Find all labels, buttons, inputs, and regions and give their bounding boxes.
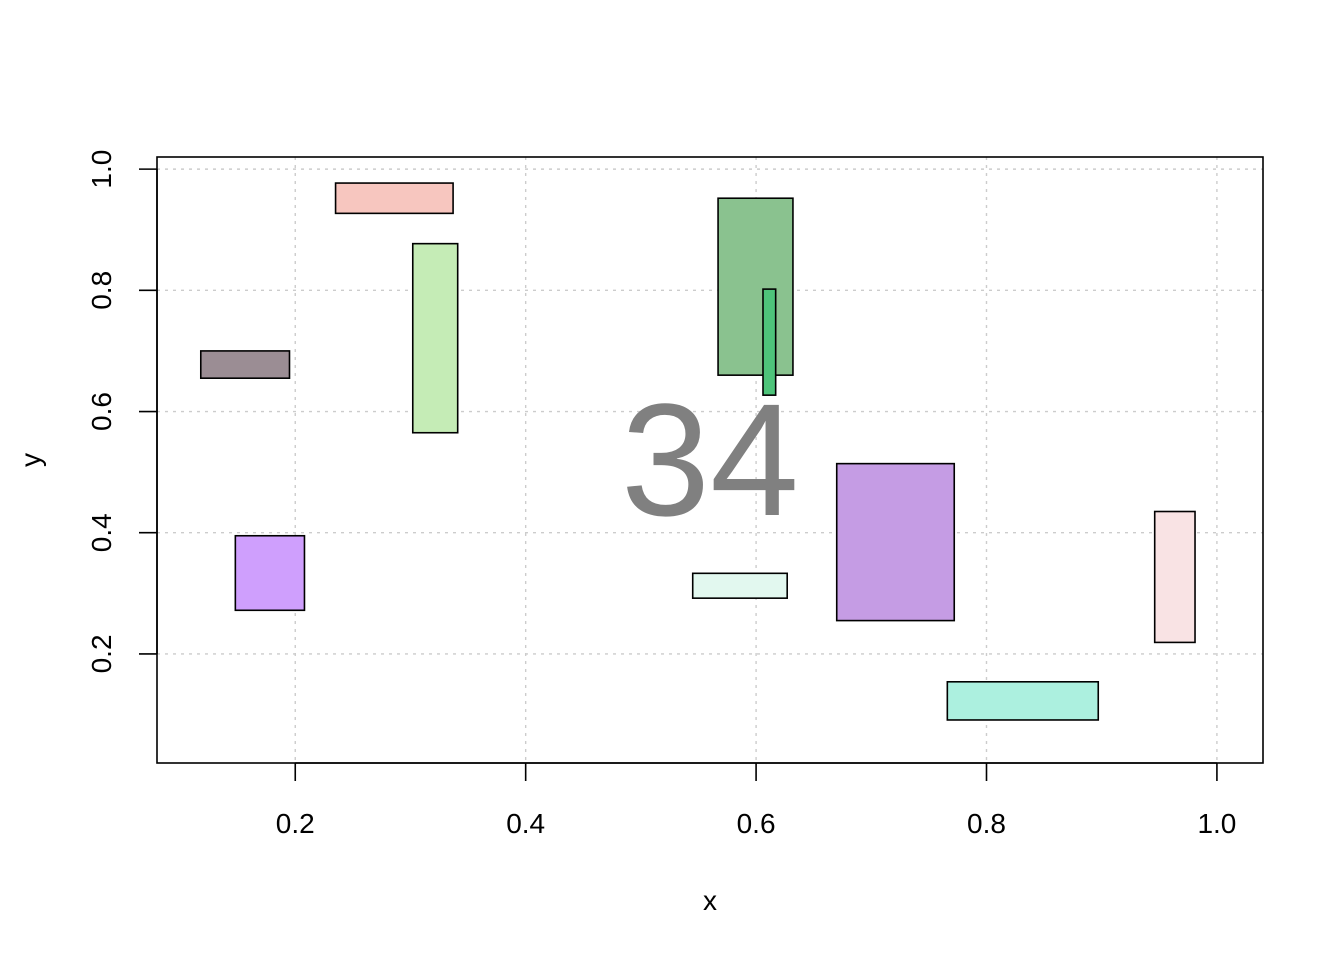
x-tick-label: 0.2	[276, 808, 315, 839]
data-rectangle-10	[946, 680, 1100, 721]
x-tick-label: 0.8	[967, 808, 1006, 839]
y-tick-label: 0.8	[86, 271, 117, 310]
x-axis: 0.2 0.4 0.6 0.8 1.0	[276, 762, 1236, 839]
x-axis-title: x	[703, 885, 717, 916]
x-tick-label: 0.6	[737, 808, 776, 839]
y-axis: 0.2 0.4 0.6 0.8 1.0	[86, 150, 158, 673]
y-tick-label: 1.0	[86, 150, 117, 189]
center-number-label: 34	[621, 370, 799, 549]
data-rectangle-2	[334, 182, 454, 215]
data-rectangle-5	[717, 197, 794, 376]
data-rectangle-9	[1153, 510, 1196, 644]
rectangles	[199, 182, 1196, 721]
grid	[157, 157, 1263, 763]
data-rectangle-1	[199, 350, 291, 379]
x-tick-label: 1.0	[1197, 808, 1236, 839]
data-rectangle-8	[835, 462, 956, 622]
y-tick-label: 0.2	[86, 634, 117, 673]
data-rectangle-6	[762, 288, 777, 396]
data-rectangle-7	[691, 572, 788, 599]
y-tick-label: 0.4	[86, 513, 117, 552]
data-rectangle-4	[234, 534, 306, 612]
data-rectangle-3	[411, 242, 459, 434]
y-tick-label: 0.6	[86, 392, 117, 431]
x-tick-label: 0.4	[506, 808, 545, 839]
y-axis-title: y	[15, 453, 46, 467]
